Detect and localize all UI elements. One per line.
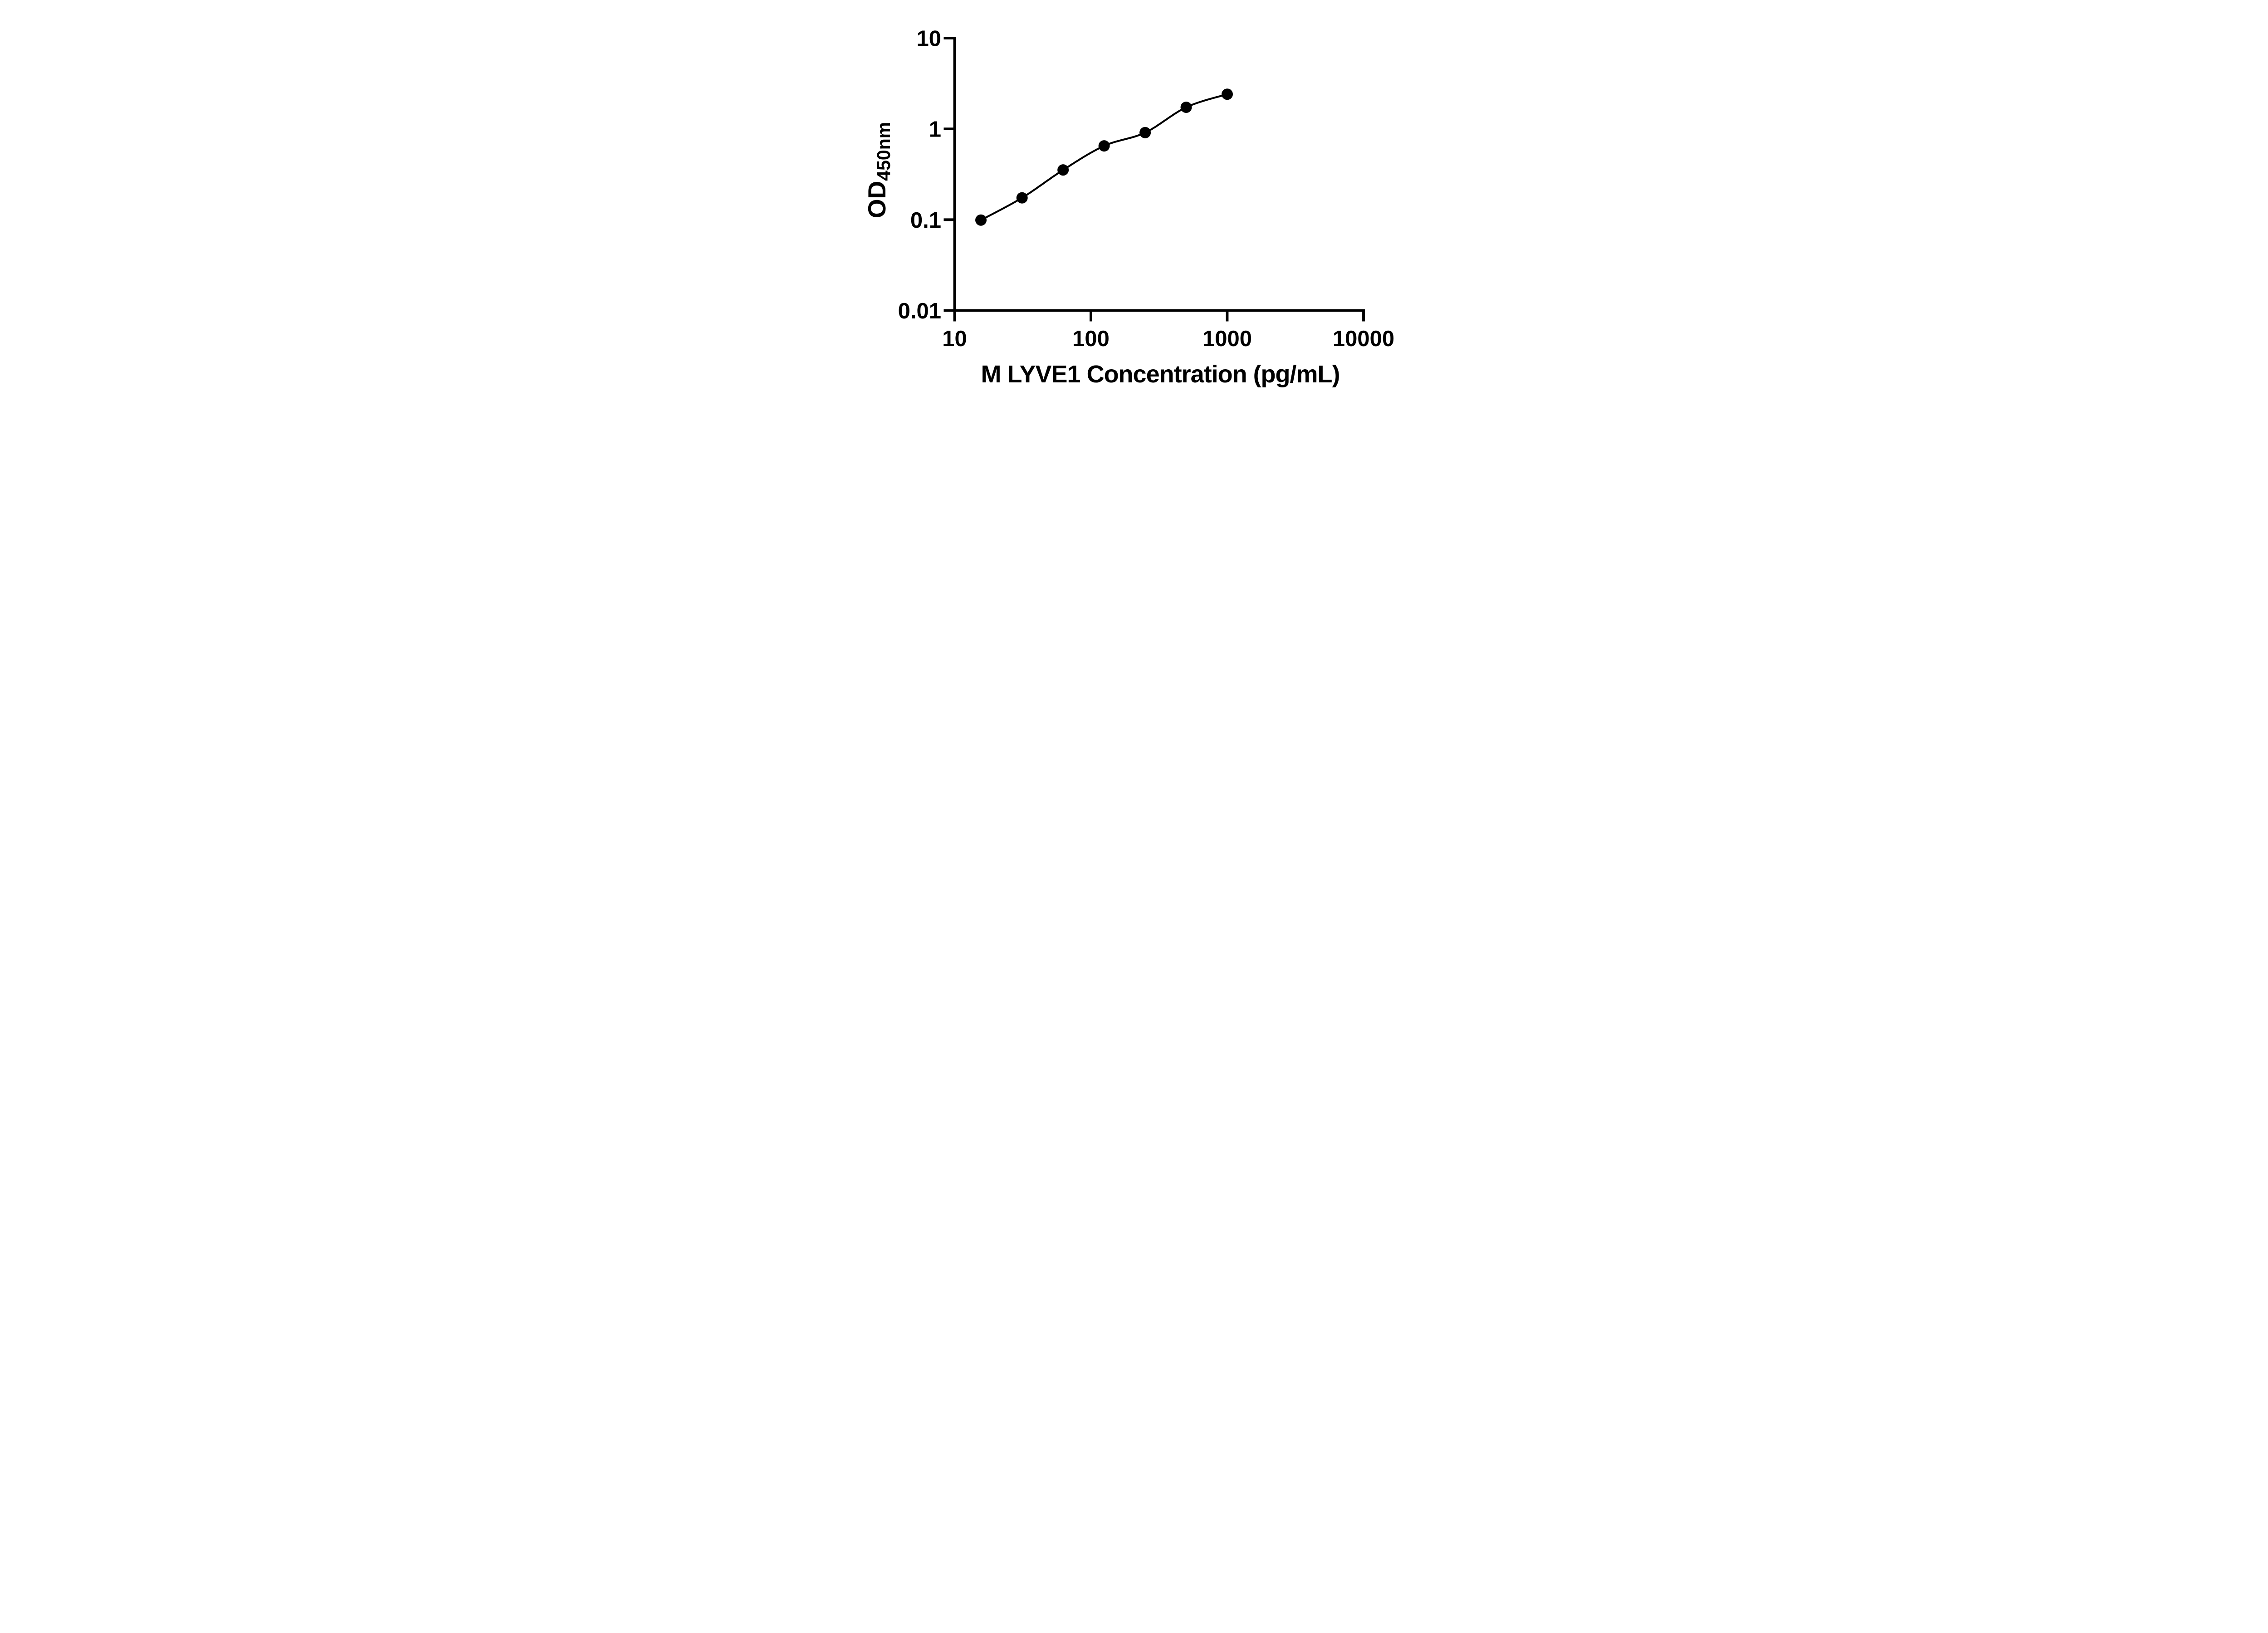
data-point bbox=[1098, 140, 1110, 152]
x-axis-tick-labels: 10 100 1000 10000 bbox=[942, 327, 1394, 351]
standard-curve-chart-canvas: 10 1 0.1 0.01 10 100 1000 10000 M LYVE1 Concen… bbox=[842, 0, 1426, 408]
y-axis-tick-labels: 10 1 0.1 0.01 bbox=[898, 26, 941, 323]
y-axis-title-subscript: 450nm bbox=[873, 122, 894, 181]
y-tick-label: 0.1 bbox=[910, 208, 941, 233]
y-tick-label: 0.01 bbox=[898, 299, 941, 323]
x-tick-label: 10000 bbox=[1333, 327, 1394, 351]
x-axis-ticks bbox=[953, 310, 1365, 322]
y-axis-title-main: OD bbox=[863, 181, 891, 219]
x-tick-label: 10 bbox=[942, 327, 967, 351]
data-point bbox=[1057, 164, 1069, 176]
elisa-standard-curve-figure: 10 1 0.1 0.01 10 100 1000 10000 M LYVE1 Concen… bbox=[842, 0, 1426, 408]
x-tick-label: 1000 bbox=[1202, 327, 1252, 351]
data-points bbox=[975, 88, 1233, 226]
x-tick-label: 100 bbox=[1072, 327, 1110, 351]
data-point bbox=[1180, 102, 1192, 113]
y-axis-ticks bbox=[943, 37, 955, 312]
data-point bbox=[1139, 127, 1151, 138]
x-axis-title: M LYVE1 Concentration (pg/mL) bbox=[981, 361, 1340, 388]
y-axis-title: OD450nm bbox=[863, 122, 894, 218]
axes: 10 1 0.1 0.01 10 100 1000 10000 bbox=[898, 26, 1395, 351]
data-point bbox=[1016, 192, 1028, 204]
plot-area bbox=[975, 88, 1233, 226]
y-tick-label: 1 bbox=[929, 117, 941, 142]
data-point bbox=[1222, 88, 1233, 100]
data-point bbox=[975, 214, 987, 226]
y-tick-label: 10 bbox=[917, 26, 942, 51]
axis-frame-line bbox=[953, 37, 1365, 312]
